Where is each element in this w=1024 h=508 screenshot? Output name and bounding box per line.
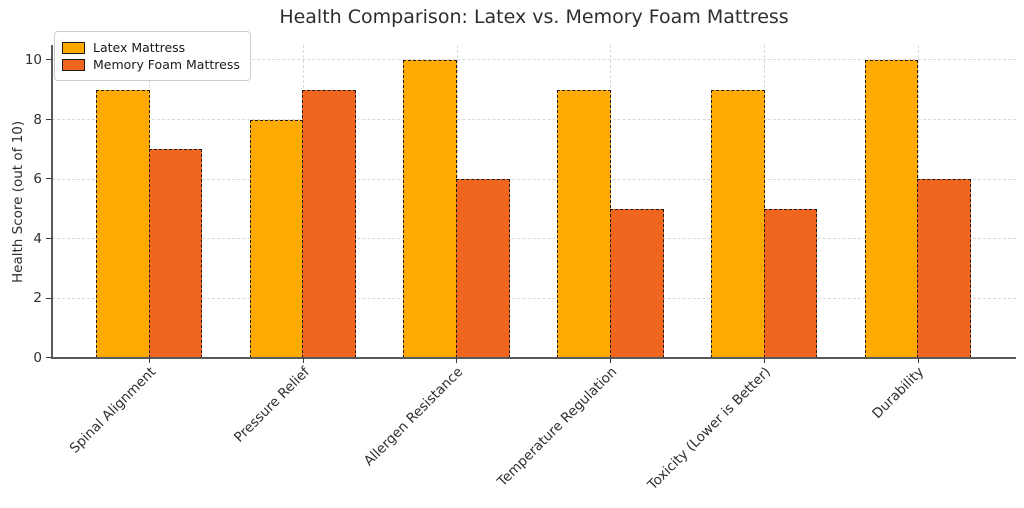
y-tick-label: 8 bbox=[33, 111, 42, 128]
bar-series0-group1 bbox=[249, 119, 304, 358]
bar-series1-group5 bbox=[917, 179, 972, 358]
v-gridline bbox=[610, 45, 612, 358]
bars-layer bbox=[52, 45, 1016, 358]
x-tick-mark bbox=[763, 358, 765, 363]
x-tick-mark bbox=[148, 358, 150, 363]
h-gridline bbox=[52, 119, 1016, 121]
y-tick-label: 10 bbox=[24, 51, 42, 68]
y-axis-spine bbox=[51, 45, 53, 358]
v-gridline bbox=[764, 45, 766, 358]
x-tick-mark bbox=[456, 358, 458, 363]
y-axis-label: Health Score (out of 10) bbox=[10, 120, 26, 283]
legend-label-latex: Latex Mattress bbox=[93, 40, 186, 55]
bar-series1-group0 bbox=[148, 149, 203, 358]
x-tick-mark bbox=[610, 358, 612, 363]
x-axis-spine bbox=[51, 357, 1016, 359]
legend-label-memory-foam: Memory Foam Mattress bbox=[93, 57, 240, 72]
bar-series1-group1 bbox=[302, 89, 357, 358]
y-tick-mark bbox=[46, 178, 52, 180]
bar-series1-group3 bbox=[609, 208, 664, 358]
legend-swatch-latex bbox=[62, 41, 85, 54]
x-tick-label: Allergen Resistance bbox=[361, 364, 467, 470]
bar-series0-group0 bbox=[95, 89, 150, 358]
legend: Latex Mattress Memory Foam Mattress bbox=[54, 31, 251, 81]
h-gridline bbox=[52, 238, 1016, 240]
y-tick-mark bbox=[46, 357, 52, 359]
x-tick-label: Spinal Alignment bbox=[66, 364, 159, 457]
y-tick-label: 2 bbox=[33, 290, 42, 307]
y-tick-label: 4 bbox=[33, 230, 42, 247]
h-gridline bbox=[52, 59, 1016, 61]
x-tick-mark bbox=[917, 358, 919, 363]
chart-title: Health Comparison: Latex vs. Memory Foam… bbox=[279, 6, 789, 28]
bar-series1-group4 bbox=[763, 208, 818, 358]
x-tick-label: Durability bbox=[869, 364, 928, 422]
bar-series0-group2 bbox=[403, 59, 458, 358]
y-tick-label: 6 bbox=[33, 171, 42, 188]
bar-series0-group5 bbox=[864, 59, 919, 358]
x-tick-label: Toxicity (Lower is Better) bbox=[644, 364, 774, 494]
x-tick-label: Pressure Relief bbox=[230, 364, 313, 446]
y-tick-mark bbox=[46, 59, 52, 61]
legend-item-latex: Latex Mattress bbox=[62, 40, 240, 55]
y-tick-mark bbox=[46, 238, 52, 239]
plot-area bbox=[51, 45, 1016, 359]
legend-item-memory-foam: Memory Foam Mattress bbox=[62, 57, 240, 72]
bar-series0-group3 bbox=[557, 89, 611, 358]
bar-series0-group4 bbox=[710, 89, 765, 358]
x-tick-label: Temperature Regulation bbox=[494, 364, 621, 490]
h-gridline bbox=[52, 178, 1016, 180]
bar-series1-group2 bbox=[456, 179, 510, 358]
x-tick-mark bbox=[302, 358, 304, 363]
h-gridline bbox=[52, 297, 1016, 299]
legend-swatch-memory-foam bbox=[62, 58, 85, 71]
y-tick-mark bbox=[46, 297, 52, 299]
y-tick-mark bbox=[46, 118, 52, 120]
y-tick-label: 0 bbox=[33, 350, 42, 366]
